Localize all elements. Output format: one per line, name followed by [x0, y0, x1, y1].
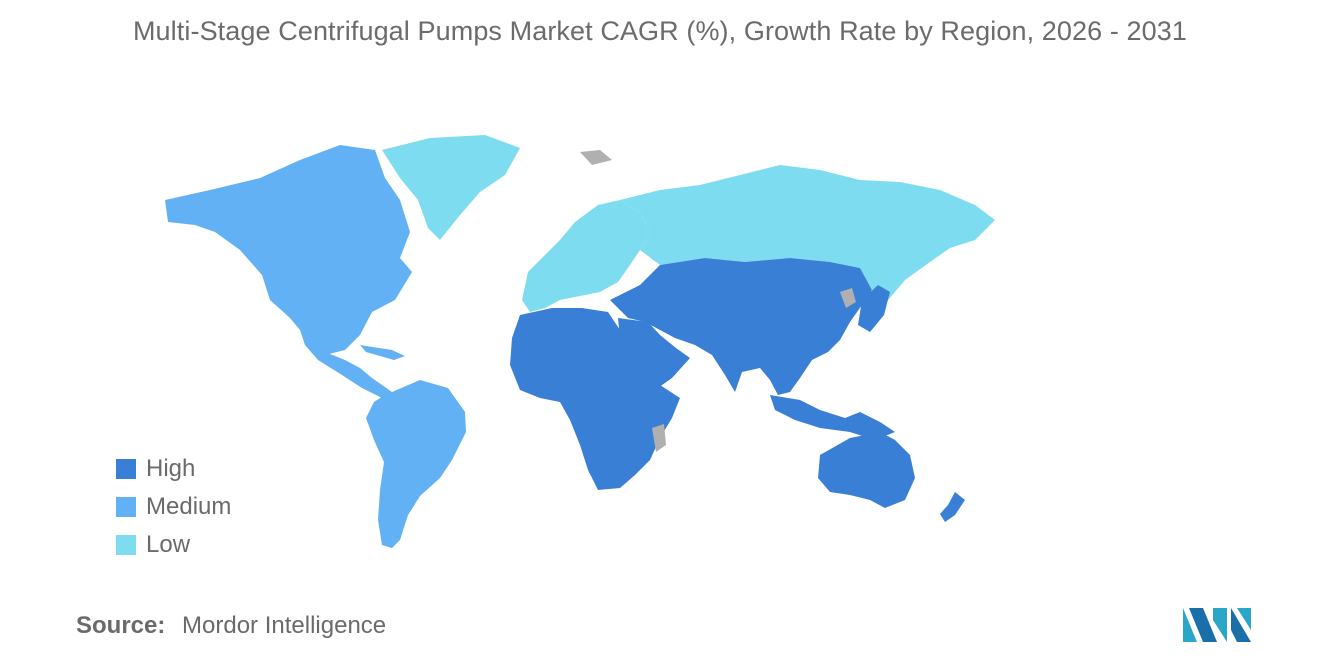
- region-no-data-svalbard: [580, 150, 612, 165]
- chart-title: Multi-Stage Centrifugal Pumps Market CAG…: [132, 16, 1188, 46]
- region-middle-east: [618, 318, 690, 390]
- region-southeast-asia: [770, 395, 895, 440]
- source-value: Mordor Intelligence: [182, 612, 387, 639]
- region-russia: [620, 165, 995, 300]
- mordor-intelligence-logo-icon: [1183, 608, 1251, 642]
- region-asia: [610, 258, 872, 395]
- region-africa: [510, 308, 680, 490]
- legend-swatch-medium: [116, 497, 136, 517]
- legend-item-low: Low: [116, 526, 231, 564]
- source-label: Source:: [76, 612, 166, 639]
- legend-label-high: High: [146, 455, 196, 482]
- legend: High Medium Low: [116, 450, 231, 564]
- region-europe: [522, 200, 650, 312]
- legend-swatch-low: [116, 535, 136, 555]
- region-greenland: [382, 135, 520, 240]
- region-no-data-madagascar: [652, 424, 666, 452]
- region-north-america: [165, 145, 412, 355]
- legend-label-medium: Medium: [146, 493, 232, 520]
- legend-swatch-high: [116, 459, 136, 479]
- source-line: Source: Mordor Intelligence: [76, 612, 386, 640]
- region-new-zealand: [940, 492, 965, 522]
- region-australia: [818, 432, 915, 508]
- region-caribbean: [360, 345, 405, 360]
- region-no-data-korea: [840, 288, 856, 308]
- legend-item-high: High: [116, 450, 231, 488]
- legend-item-medium: Medium: [116, 488, 231, 526]
- legend-label-low: Low: [146, 531, 191, 558]
- region-south-america: [366, 380, 466, 548]
- region-japan: [858, 285, 890, 332]
- region-central-america: [300, 330, 392, 398]
